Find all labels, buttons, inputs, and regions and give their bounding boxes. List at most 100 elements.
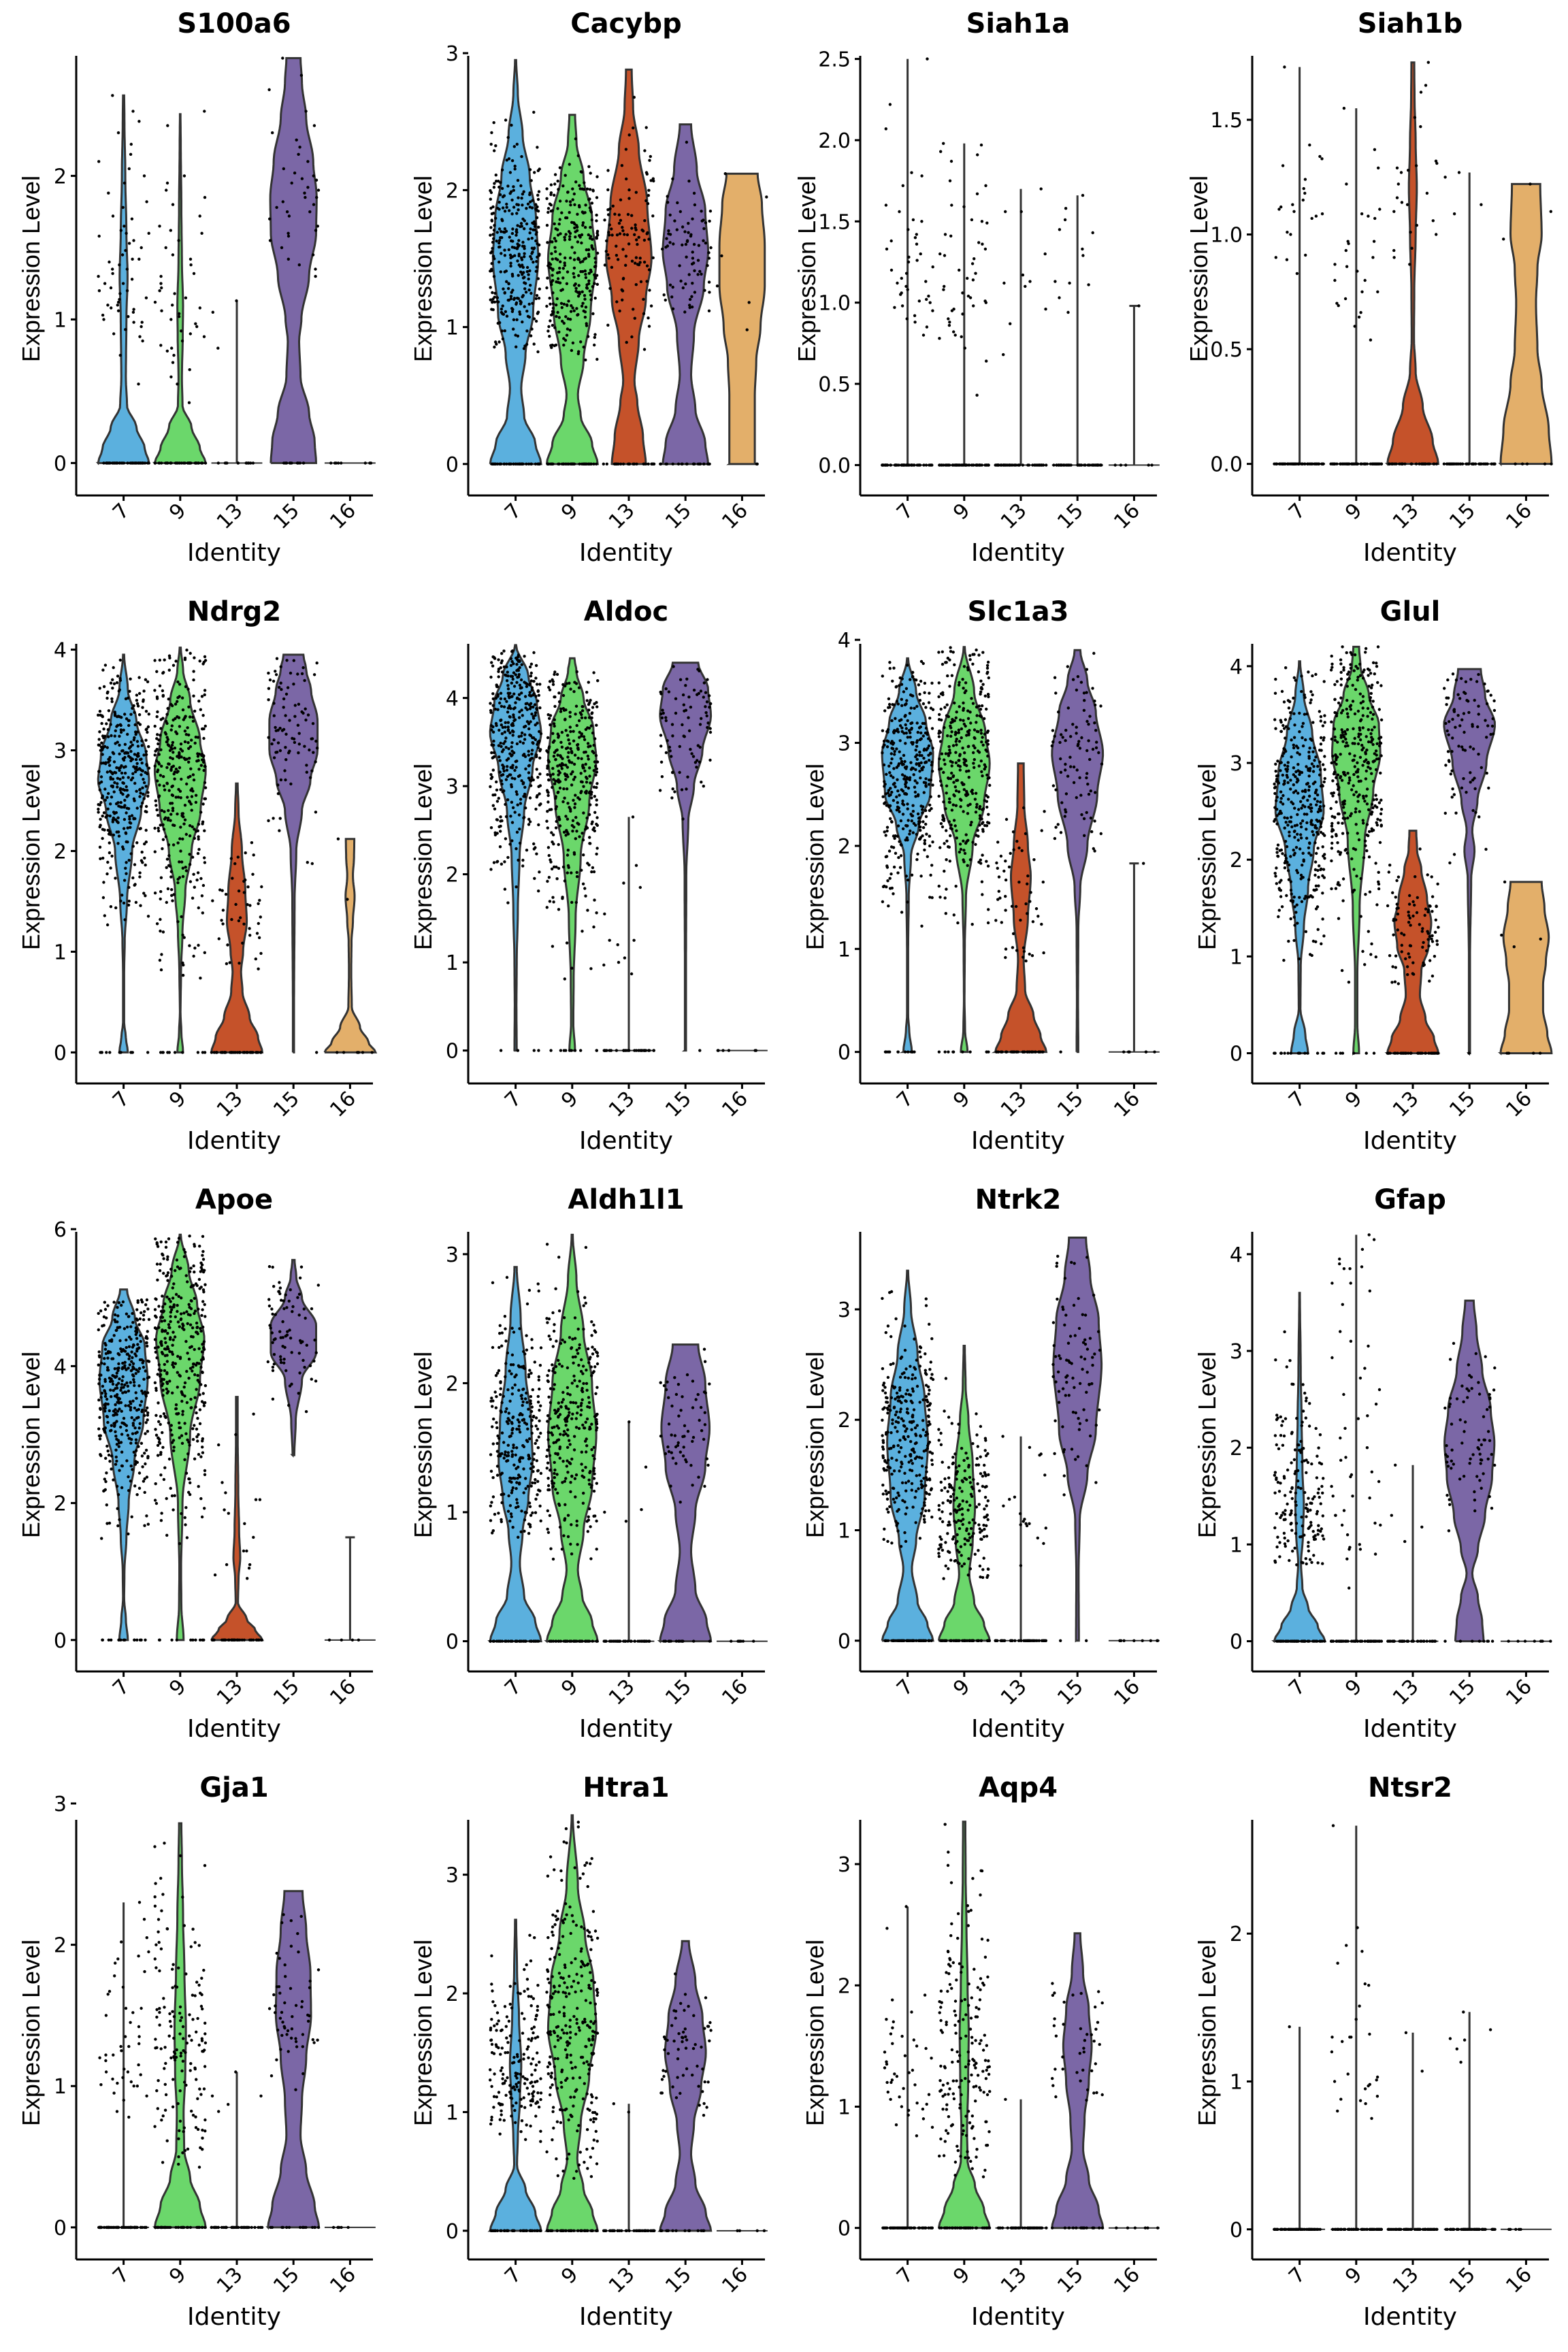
data-point — [173, 777, 176, 781]
data-point — [203, 797, 206, 800]
data-point — [635, 238, 638, 242]
data-point — [1299, 462, 1303, 466]
data-point — [534, 239, 538, 243]
data-point — [1303, 696, 1307, 700]
data-point — [500, 168, 504, 172]
data-point — [297, 742, 301, 746]
data-point — [1288, 717, 1292, 721]
data-point — [191, 715, 195, 719]
data-point — [889, 845, 894, 849]
data-point — [896, 1050, 900, 1054]
data-point — [591, 866, 595, 870]
data-point — [1082, 691, 1086, 695]
violin-cluster-15 — [1442, 171, 1497, 466]
data-point — [196, 829, 199, 832]
data-point — [924, 463, 928, 467]
data-point — [882, 763, 886, 767]
data-point — [553, 751, 557, 754]
data-point — [977, 653, 981, 657]
data-point — [1359, 311, 1362, 314]
data-point — [999, 1050, 1002, 1054]
data-point — [1015, 1050, 1019, 1054]
data-point — [558, 771, 561, 774]
data-point — [99, 800, 103, 804]
data-point — [915, 463, 919, 467]
data-point — [561, 897, 564, 900]
data-point — [589, 781, 592, 785]
data-point — [133, 770, 137, 774]
data-point — [112, 790, 116, 794]
data-point — [642, 238, 647, 242]
data-point — [527, 238, 530, 241]
data-point — [154, 759, 159, 762]
data-point — [144, 840, 148, 844]
data-point — [99, 713, 102, 717]
data-point — [588, 766, 591, 770]
x-tick-label: 13 — [604, 499, 640, 534]
data-point — [632, 462, 636, 466]
data-point — [595, 760, 600, 764]
data-point — [571, 306, 574, 310]
data-point — [918, 692, 921, 696]
data-point — [304, 110, 308, 113]
data-point — [985, 749, 989, 753]
data-point — [530, 686, 534, 689]
data-point — [659, 745, 663, 748]
data-point — [1346, 240, 1350, 243]
data-point — [491, 725, 495, 729]
data-point — [510, 821, 514, 824]
data-point — [116, 300, 120, 304]
data-point — [179, 826, 182, 829]
data-point — [528, 796, 532, 800]
data-point — [157, 461, 161, 465]
data-point — [512, 671, 516, 674]
data-point — [129, 461, 132, 465]
data-point — [153, 659, 157, 662]
violin-cluster-7 — [1273, 660, 1326, 1055]
y-axis-label: Expression Level — [17, 176, 45, 362]
data-point — [630, 972, 634, 976]
data-point — [140, 773, 143, 777]
data-point — [553, 246, 557, 249]
data-point — [500, 230, 503, 233]
data-point — [116, 309, 120, 312]
data-point — [941, 662, 945, 666]
violin-cluster-15 — [1051, 193, 1103, 467]
data-point — [523, 252, 526, 255]
data-point — [587, 708, 591, 712]
data-point — [1028, 1050, 1031, 1054]
data-point — [1011, 932, 1015, 936]
data-point — [499, 815, 502, 819]
data-point — [917, 683, 921, 687]
data-point — [916, 812, 920, 816]
data-point — [196, 736, 200, 739]
data-point — [684, 684, 687, 687]
data-point — [202, 768, 206, 772]
data-point — [216, 461, 220, 465]
data-point — [141, 339, 144, 343]
data-point — [692, 242, 696, 246]
data-point — [1015, 840, 1019, 843]
data-point — [883, 884, 886, 888]
data-point — [685, 140, 689, 144]
data-point — [895, 795, 898, 799]
data-point — [114, 906, 118, 910]
data-point — [114, 877, 117, 880]
data-point — [238, 916, 242, 919]
data-point — [1311, 693, 1314, 697]
data-point — [1418, 462, 1421, 466]
data-point — [185, 782, 189, 786]
data-point — [586, 909, 589, 912]
data-point — [193, 828, 196, 831]
x-tick-label: 9 — [557, 499, 583, 525]
data-point — [510, 839, 514, 843]
data-point — [216, 346, 220, 350]
data-point — [583, 738, 587, 741]
data-point — [520, 258, 524, 261]
data-point — [501, 195, 505, 199]
data-point — [595, 251, 600, 255]
x-tick-label: 9 — [557, 1087, 583, 1113]
data-point — [181, 933, 184, 937]
data-point — [909, 678, 912, 681]
data-point — [558, 166, 562, 169]
